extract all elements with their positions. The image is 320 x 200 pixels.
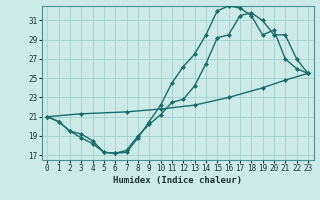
X-axis label: Humidex (Indice chaleur): Humidex (Indice chaleur) <box>113 176 242 185</box>
